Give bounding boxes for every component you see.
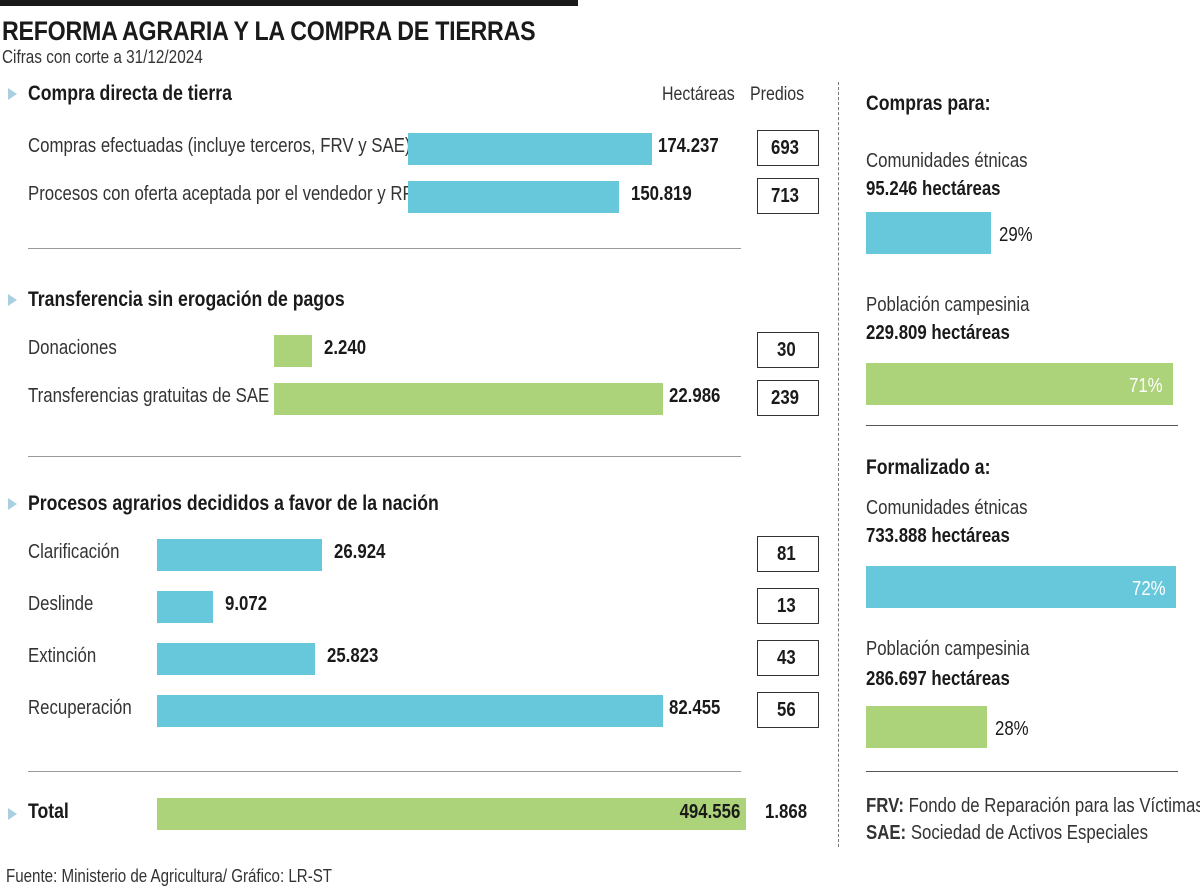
predios-box: 713 — [757, 178, 819, 214]
side-divider — [866, 425, 1178, 426]
side-panel-title: Compras para: — [866, 92, 991, 115]
side-item-label: Comunidades étnicas — [866, 497, 1028, 519]
total-arrow-icon — [8, 808, 17, 820]
glossary-frv: FRV: Fondo de Reparación para las Víctim… — [866, 795, 1200, 817]
side-item-value: 286.697 hectáreas — [866, 668, 1010, 690]
side-percent-label: 28% — [994, 718, 1029, 740]
predios-box: 239 — [757, 380, 819, 416]
side-item-value: 733.888 hectáreas — [866, 525, 1010, 547]
column-header-predios: Predios — [750, 84, 805, 105]
bar — [408, 133, 652, 165]
total-label: Total — [28, 800, 69, 823]
bar — [408, 181, 620, 213]
column-header-hectareas: Hectáreas — [662, 84, 735, 105]
top-rule — [0, 0, 578, 6]
predios-box: 693 — [757, 130, 819, 166]
chart-subtitle: Cifras con corte a 31/12/2024 — [2, 47, 203, 67]
value-label: 174.237 — [658, 135, 719, 157]
side-bar — [866, 566, 1176, 608]
side-percent-label: 29% — [999, 224, 1033, 246]
value-label: 82.455 — [669, 697, 721, 719]
section-arrow-icon — [8, 498, 17, 510]
side-item-label: Comunidades étnicas — [866, 150, 1028, 172]
section-arrow-icon — [8, 294, 17, 306]
row-label: Deslinde — [28, 593, 94, 615]
side-item-value: 95.246 hectáreas — [866, 178, 1001, 200]
divider — [28, 456, 741, 457]
total-bar — [157, 798, 746, 830]
section-title: Procesos agrarios decididos a favor de l… — [28, 492, 439, 515]
panel-divider — [838, 82, 839, 847]
side-item-label: Población campesinia — [866, 638, 1030, 660]
predios-box: 81 — [757, 536, 819, 572]
predios-box: 13 — [757, 588, 819, 624]
side-bar — [866, 212, 992, 254]
row-label: Extinción — [28, 645, 97, 667]
glossary-sae: SAE: Sociedad de Activos Especiales — [866, 822, 1149, 844]
section-arrow-icon — [8, 88, 17, 100]
row-label: Clarificación — [28, 541, 120, 563]
predios-box: 30 — [757, 332, 819, 368]
divider — [28, 771, 741, 772]
bar — [274, 383, 663, 415]
value-label: 25.823 — [327, 645, 379, 667]
side-item-value: 229.809 hectáreas — [866, 322, 1010, 344]
row-label: Recuperación — [28, 697, 132, 719]
bar — [157, 591, 213, 623]
divider — [28, 248, 741, 249]
value-label: 22.986 — [669, 385, 721, 407]
bar — [274, 335, 312, 367]
row-label: Compras efectuadas (incluye terceros, FR… — [28, 135, 411, 157]
side-divider — [866, 771, 1178, 772]
row-label: Donaciones — [28, 337, 117, 359]
chart-title: REFORMA AGRARIA Y LA COMPRA DE TIERRAS — [2, 16, 536, 46]
source-note: Fuente: Ministerio de Agricultura/ Gráfi… — [6, 866, 333, 886]
bar — [157, 643, 316, 675]
value-label: 26.924 — [334, 541, 386, 563]
bar — [157, 539, 323, 571]
section-title: Compra directa de tierra — [28, 82, 232, 105]
side-bar — [866, 706, 987, 748]
side-percent-label: 71% — [1128, 375, 1163, 397]
section-title: Transferencia sin erogación de pagos — [28, 288, 345, 311]
side-panel-title: Formalizado a: — [866, 456, 991, 479]
value-label: 2.240 — [324, 337, 367, 359]
side-bar — [866, 363, 1173, 405]
row-label: Transferencias gratuitas de SAE — [28, 385, 270, 407]
side-item-label: Población campesinia — [866, 294, 1030, 316]
total-hectareas-label: 494.556 — [679, 801, 740, 823]
value-label: 150.819 — [631, 183, 692, 205]
total-predios-label: 1.868 — [765, 801, 808, 823]
predios-box: 43 — [757, 640, 819, 676]
bar — [157, 695, 663, 727]
side-percent-label: 72% — [1132, 578, 1166, 600]
row-label: Procesos con oferta aceptada por el vend… — [28, 183, 414, 205]
predios-box: 56 — [757, 692, 819, 728]
value-label: 9.072 — [224, 593, 267, 615]
